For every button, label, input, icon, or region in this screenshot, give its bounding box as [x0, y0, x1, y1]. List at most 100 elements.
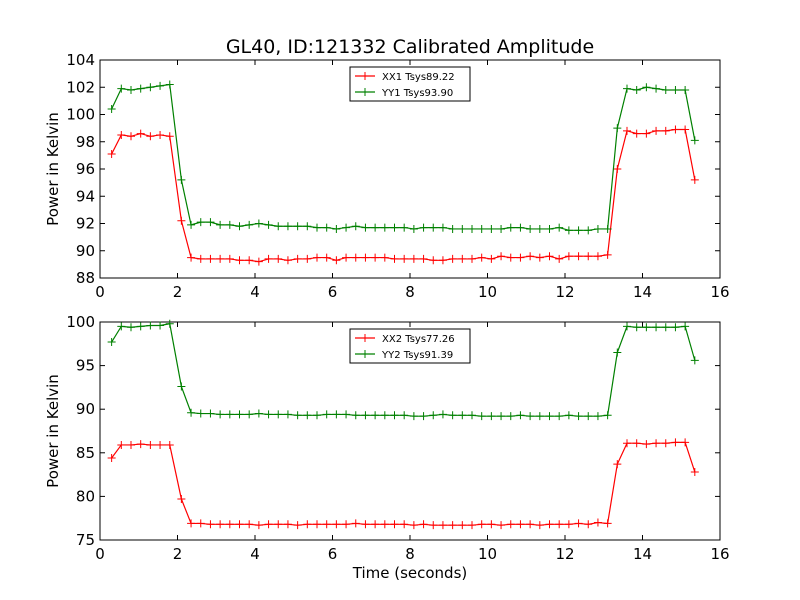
x-tick-label: 0 — [95, 545, 105, 563]
data-point-marker — [603, 411, 612, 420]
data-point-marker — [545, 520, 554, 529]
data-point-marker — [371, 223, 380, 232]
data-point-marker — [564, 411, 573, 420]
data-point-marker — [136, 440, 145, 449]
data-point-marker — [274, 410, 283, 419]
data-point-marker — [535, 521, 544, 530]
data-point-marker — [216, 520, 225, 529]
data-point-marker — [342, 520, 351, 529]
data-point-marker — [235, 256, 244, 265]
data-point-marker — [555, 223, 564, 232]
data-point-marker — [584, 412, 593, 421]
data-point-marker — [235, 222, 244, 231]
data-point-marker — [371, 411, 380, 420]
legend: XX2 Tsys77.26 YY2 Tsys91.39 — [349, 328, 471, 364]
x-tick-label: 14 — [633, 545, 652, 563]
data-point-marker — [574, 226, 583, 235]
data-point-marker — [516, 223, 525, 232]
data-point-marker — [438, 521, 447, 530]
data-point-marker — [516, 520, 525, 529]
data-point-marker — [574, 412, 583, 421]
data-point-marker — [652, 84, 661, 93]
data-point-marker — [487, 254, 496, 263]
legend-label: YY1 Tsys93.90 — [381, 88, 453, 99]
data-point-marker — [400, 223, 409, 232]
data-point-marker — [390, 254, 399, 263]
data-point-marker — [632, 439, 641, 448]
x-tick-label: 2 — [173, 545, 183, 563]
data-point-marker — [371, 520, 380, 529]
x-tick-label: 10 — [478, 545, 497, 563]
data-point-marker — [146, 132, 155, 141]
data-point-marker — [661, 126, 670, 135]
data-point-marker — [187, 220, 196, 229]
y-tick-label: 80 — [76, 487, 95, 505]
data-point-marker — [136, 322, 145, 331]
data-point-marker — [225, 254, 234, 263]
data-point-marker — [165, 80, 174, 89]
data-point-marker — [661, 85, 670, 94]
data-point-marker — [361, 223, 370, 232]
data-point-marker — [254, 257, 263, 266]
data-point-marker — [303, 520, 312, 529]
y-tick-label: 104 — [66, 51, 95, 69]
data-point-marker — [245, 520, 254, 529]
data-point-marker — [361, 520, 370, 529]
data-point-marker — [613, 124, 622, 133]
data-point-marker — [516, 253, 525, 262]
data-point-marker — [468, 224, 476, 233]
data-point-marker — [342, 223, 351, 232]
data-point-marker — [690, 175, 699, 184]
data-point-marker — [156, 440, 165, 449]
data-point-marker — [458, 254, 467, 263]
data-point-marker — [107, 150, 116, 159]
data-point-marker — [196, 218, 205, 227]
data-point-marker — [448, 411, 457, 420]
data-point-marker — [216, 220, 225, 229]
data-point-marker — [371, 253, 380, 262]
y-tick-label: 96 — [76, 160, 95, 178]
data-point-marker — [117, 440, 126, 449]
data-point-marker — [642, 129, 651, 138]
data-point-marker — [623, 126, 631, 135]
data-point-marker — [409, 224, 418, 233]
data-point-marker — [216, 410, 225, 419]
data-point-marker — [206, 409, 215, 418]
data-point-marker — [342, 253, 351, 262]
data-point-marker — [681, 438, 690, 447]
data-point-marker — [146, 321, 155, 330]
data-point-marker — [497, 224, 506, 233]
data-point-marker — [623, 439, 631, 448]
x-tick-label: 12 — [555, 283, 574, 301]
data-point-marker — [313, 223, 321, 232]
data-point-marker — [165, 440, 174, 449]
data-point-marker — [351, 222, 360, 231]
y-tick-label: 94 — [76, 187, 95, 205]
data-point-marker — [468, 521, 476, 530]
chart-title: GL40, ID:121332 Calibrated Amplitude — [226, 36, 594, 58]
data-point-marker — [516, 411, 525, 420]
x-tick-label: 0 — [95, 283, 105, 301]
x-tick-label: 8 — [405, 283, 415, 301]
data-point-marker — [681, 322, 690, 331]
data-point-marker — [283, 222, 292, 231]
data-point-marker — [623, 322, 631, 331]
data-point-marker — [117, 130, 126, 139]
data-point-marker — [477, 224, 486, 233]
data-point-marker — [438, 410, 447, 419]
legend-label: YY2 Tsys91.39 — [381, 350, 453, 361]
legend-box — [349, 66, 471, 102]
y-tick-label: 90 — [76, 400, 95, 418]
data-point-marker — [497, 412, 506, 421]
data-point-marker — [196, 519, 205, 528]
data-point-marker — [555, 520, 564, 529]
data-point-marker — [380, 253, 389, 262]
data-point-marker — [497, 521, 506, 530]
x-axis-label: Time (seconds) — [352, 564, 468, 582]
data-point-marker — [390, 411, 399, 420]
data-point-marker — [613, 348, 622, 357]
data-point-marker — [254, 219, 263, 228]
data-point-marker — [117, 322, 126, 331]
data-point-marker — [332, 256, 341, 265]
data-point-marker — [593, 518, 602, 527]
